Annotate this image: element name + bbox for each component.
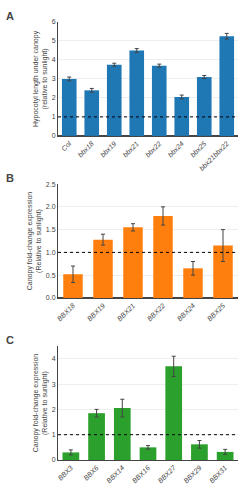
- svg-text:A: A: [6, 10, 14, 22]
- svg-text:3: 3: [52, 381, 56, 388]
- svg-text:bbx19: bbx19: [99, 140, 118, 159]
- svg-text:bbx21: bbx21: [121, 140, 140, 159]
- svg-text:BBX6: BBX6: [82, 464, 100, 482]
- svg-text:BBX16: BBX16: [131, 464, 151, 484]
- svg-text:3: 3: [52, 75, 56, 82]
- svg-text:BBX29: BBX29: [182, 464, 202, 484]
- svg-text:BBX27: BBX27: [157, 463, 178, 484]
- svg-text:bbx18: bbx18: [76, 140, 95, 159]
- svg-text:BBX3: BBX3: [56, 464, 74, 482]
- svg-text:BBX31: BBX31: [208, 464, 228, 484]
- svg-text:4: 4: [52, 355, 56, 362]
- svg-text:BBX19: BBX19: [86, 302, 106, 322]
- svg-text:BBX24: BBX24: [176, 302, 196, 322]
- svg-text:1: 1: [52, 431, 56, 438]
- svg-text:BBX25: BBX25: [206, 302, 226, 322]
- svg-text:Hypocotyl length under canopy(: Hypocotyl length under canopy(relative t…: [32, 30, 49, 127]
- svg-text:BBX21: BBX21: [116, 302, 136, 322]
- svg-text:B: B: [6, 172, 14, 184]
- svg-text:bbx24: bbx24: [166, 140, 185, 159]
- svg-text:Canopy fold-change expression(: Canopy fold-change expression(Relative t…: [32, 354, 49, 453]
- svg-text:2.5: 2.5: [46, 181, 56, 188]
- svg-text:1.0: 1.0: [46, 249, 56, 256]
- svg-text:4: 4: [52, 56, 56, 63]
- svg-text:0.0: 0.0: [46, 294, 56, 301]
- svg-text:Canopy fold-change expression(: Canopy fold-change expression(Relative t…: [26, 192, 43, 291]
- svg-text:BBX22: BBX22: [146, 302, 166, 322]
- svg-text:0: 0: [52, 456, 56, 463]
- svg-text:1.5: 1.5: [46, 226, 56, 233]
- svg-text:6: 6: [52, 18, 56, 25]
- svg-text:bbx22: bbx22: [144, 140, 163, 159]
- svg-text:BBX14: BBX14: [105, 464, 125, 484]
- svg-text:BBX18: BBX18: [56, 302, 76, 322]
- svg-text:Col: Col: [60, 140, 73, 153]
- svg-text:5: 5: [52, 37, 56, 44]
- svg-text:2: 2: [52, 406, 56, 413]
- svg-text:C: C: [6, 334, 14, 346]
- svg-text:bbx25: bbx25: [189, 140, 208, 159]
- svg-text:1: 1: [52, 113, 56, 120]
- svg-text:0: 0: [52, 132, 56, 139]
- svg-text:2: 2: [52, 94, 56, 101]
- svg-text:0.5: 0.5: [46, 272, 56, 279]
- svg-text:bbx21bbx22: bbx21bbx22: [198, 140, 230, 172]
- svg-text:2.0: 2.0: [46, 203, 56, 210]
